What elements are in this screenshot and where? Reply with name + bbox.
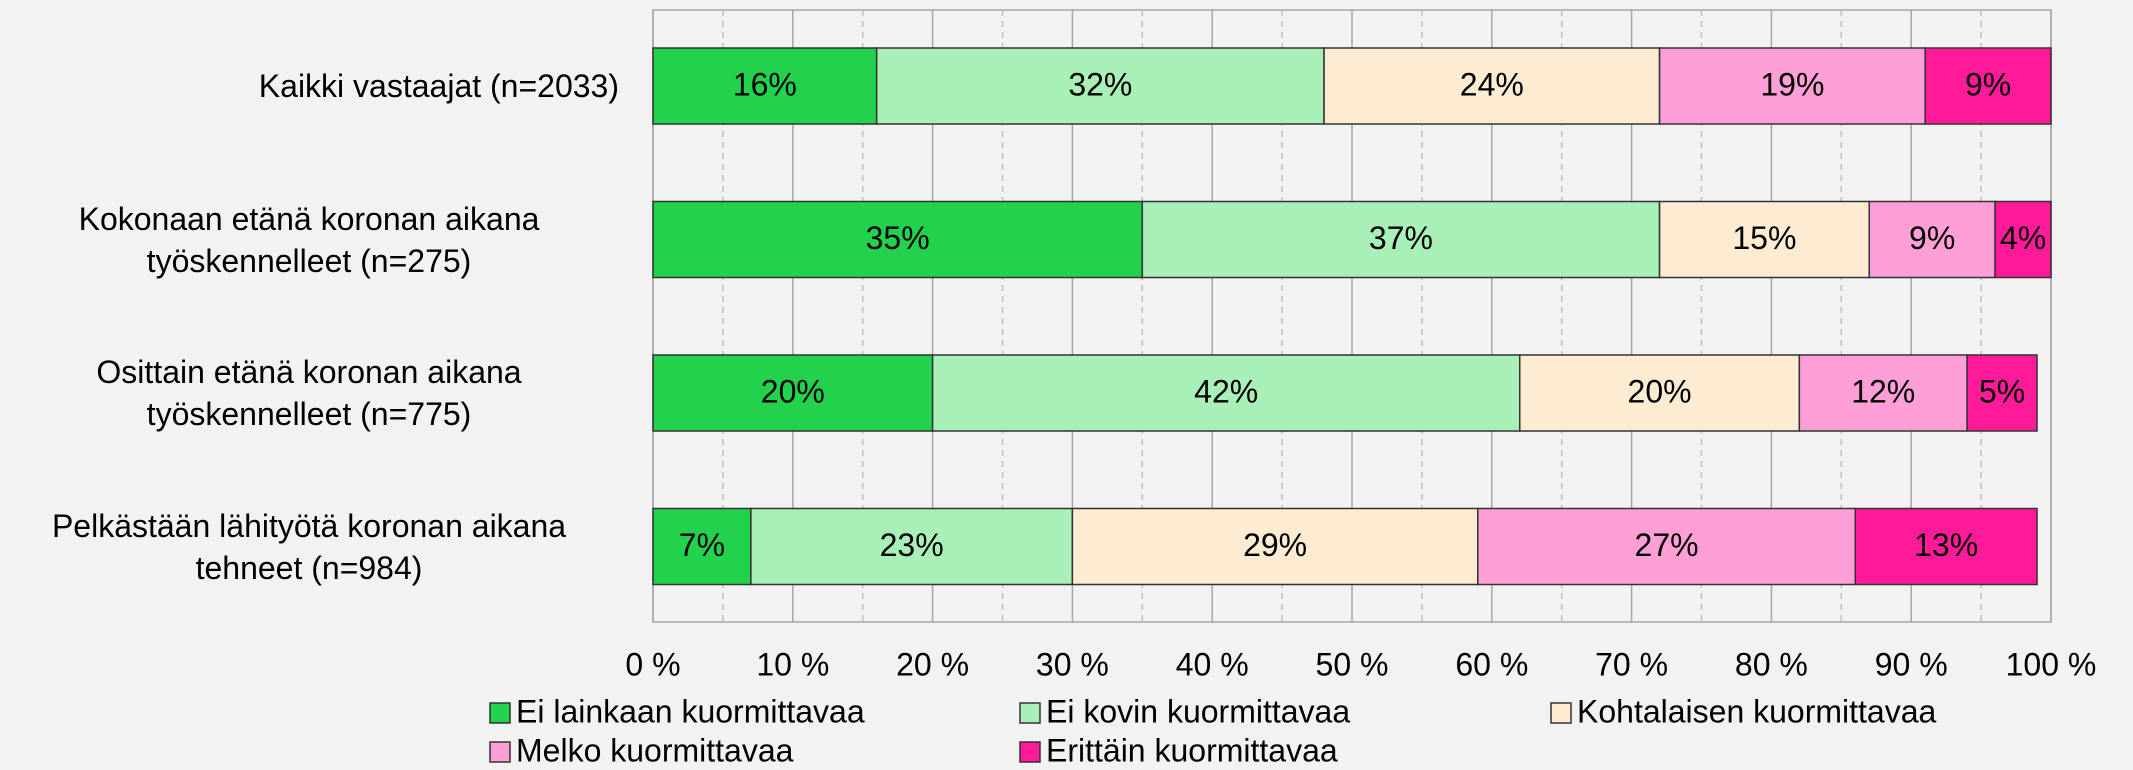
bar-segment	[1519, 354, 1801, 432]
data-label: 16%	[733, 66, 797, 102]
legend-swatch	[1550, 702, 1572, 724]
category-text: Osittain etänä koronan aikana työskennel…	[96, 354, 522, 432]
bar-segment	[1477, 507, 1857, 586]
bar-segment	[1323, 47, 1661, 125]
data-label: 20%	[1628, 373, 1692, 409]
bar-segment	[1658, 200, 1871, 279]
data-label: 20%	[761, 373, 825, 409]
category-label: Kaikki vastaajat (n=2033)	[0, 65, 619, 107]
data-label: 32%	[1068, 66, 1132, 102]
legend-label: Melko kuormittavaa	[516, 732, 794, 768]
bar-segment	[1994, 200, 2052, 279]
legend-label: Erittäin kuormittavaa	[1046, 732, 1338, 768]
data-label: 9%	[1965, 66, 2011, 102]
bar-segment	[1071, 507, 1479, 586]
legend-label: Kohtalaisen kuormittavaa	[1577, 693, 1937, 729]
legend-swatch	[1019, 741, 1041, 763]
x-tick-label: 50 %	[1316, 646, 1389, 682]
category-text: Pelkästään lähityötä koronan aikana tehn…	[51, 507, 567, 586]
data-label: 4%	[2000, 220, 2046, 256]
data-label: 37%	[1369, 220, 1433, 256]
data-label: 27%	[1635, 527, 1699, 563]
data-label: 23%	[880, 527, 944, 563]
bar-segment	[1966, 354, 2038, 432]
bar-segment	[1924, 47, 2052, 125]
bar-segment	[1798, 354, 1968, 432]
bar-segment	[652, 200, 1144, 279]
x-tick-label: 60 %	[1455, 646, 1528, 682]
bar-segment	[875, 47, 1325, 125]
data-label: 42%	[1194, 373, 1258, 409]
x-tick-label: 80 %	[1735, 646, 1808, 682]
bar-segment	[750, 507, 1074, 586]
data-label: 29%	[1243, 527, 1307, 563]
bar-segment	[652, 354, 934, 432]
data-label: 12%	[1851, 373, 1915, 409]
bar-segment	[1141, 200, 1661, 279]
data-label: 24%	[1460, 66, 1524, 102]
bar-segment	[1658, 47, 1926, 125]
data-label: 35%	[866, 220, 930, 256]
bar-segment	[652, 507, 752, 586]
x-tick-label: 90 %	[1875, 646, 1948, 682]
x-tick-label: 30 %	[1036, 646, 1109, 682]
bar-segment	[931, 354, 1521, 432]
data-label: 13%	[1914, 527, 1978, 563]
data-label: 9%	[1909, 220, 1955, 256]
x-tick-label: 100 %	[2006, 646, 2097, 682]
x-tick-label: 10 %	[756, 646, 829, 682]
legend-label: Ei kovin kuormittavaa	[1046, 693, 1350, 729]
category-text: Kaikki vastaajat (n=2033)	[258, 68, 619, 104]
category-label: Kokonaan etänä koronan aikana työskennel…	[0, 198, 619, 282]
x-tick-label: 0 %	[625, 646, 680, 682]
x-tick-label: 20 %	[896, 646, 969, 682]
category-label: Pelkästään lähityötä koronan aikana tehn…	[0, 505, 619, 589]
data-label: 15%	[1732, 220, 1796, 256]
category-text: Kokonaan etänä koronan aikana työskennel…	[78, 200, 540, 279]
legend-label: Ei lainkaan kuormittavaa	[516, 693, 865, 729]
legend-swatch	[1019, 702, 1041, 724]
category-label: Osittain etänä koronan aikana työskennel…	[0, 351, 619, 435]
data-label: 7%	[679, 527, 725, 563]
data-label: 19%	[1760, 66, 1824, 102]
bar-segment	[1854, 507, 2038, 586]
x-tick-label: 70 %	[1595, 646, 1668, 682]
legend-swatch	[489, 702, 511, 724]
legend-swatch	[489, 741, 511, 763]
bar-segment	[1868, 200, 1996, 279]
bar-segment	[652, 47, 878, 125]
x-tick-label: 40 %	[1176, 646, 1249, 682]
data-label: 5%	[1979, 373, 2025, 409]
